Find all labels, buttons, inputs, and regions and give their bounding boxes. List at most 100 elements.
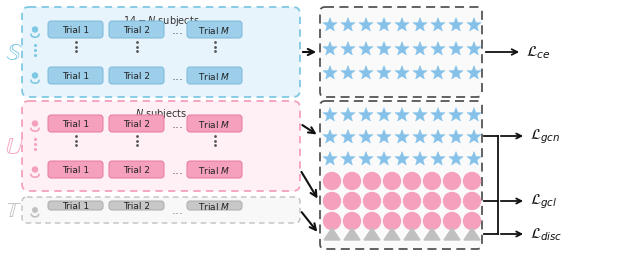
Polygon shape [359, 19, 373, 32]
Circle shape [403, 213, 420, 230]
Polygon shape [359, 152, 373, 165]
FancyBboxPatch shape [48, 201, 103, 210]
FancyBboxPatch shape [109, 201, 164, 210]
Polygon shape [413, 108, 427, 122]
Polygon shape [377, 130, 391, 144]
Polygon shape [467, 66, 481, 80]
Polygon shape [395, 108, 409, 122]
Polygon shape [449, 19, 463, 32]
Text: Trial 1: Trial 1 [62, 165, 89, 174]
Polygon shape [377, 19, 391, 32]
Polygon shape [467, 152, 481, 165]
Circle shape [364, 193, 381, 210]
Polygon shape [344, 228, 360, 240]
Text: Trial 2: Trial 2 [123, 165, 150, 174]
Polygon shape [341, 152, 355, 165]
Polygon shape [395, 152, 409, 165]
Polygon shape [404, 228, 420, 240]
FancyBboxPatch shape [187, 116, 242, 133]
Text: Trial 1: Trial 1 [62, 120, 89, 129]
Polygon shape [323, 108, 337, 122]
Polygon shape [341, 66, 355, 80]
Circle shape [344, 213, 360, 230]
Circle shape [323, 213, 340, 230]
Polygon shape [395, 42, 409, 56]
Text: Trial $M$: Trial $M$ [198, 119, 230, 130]
Circle shape [403, 173, 420, 190]
Polygon shape [413, 42, 427, 56]
Text: ...: ... [172, 204, 184, 217]
Text: $\mathcal{L}_{gcn}$: $\mathcal{L}_{gcn}$ [530, 127, 560, 146]
Text: Trial 1: Trial 1 [62, 201, 89, 210]
Polygon shape [377, 42, 391, 56]
Polygon shape [413, 66, 427, 80]
Polygon shape [341, 108, 355, 122]
Polygon shape [359, 108, 373, 122]
Text: $\mathcal{L}_{disc}$: $\mathcal{L}_{disc}$ [530, 226, 563, 242]
Text: ...: ... [172, 70, 184, 83]
Text: $\mathcal{L}_{gcl}$: $\mathcal{L}_{gcl}$ [530, 192, 557, 211]
Text: Trial 2: Trial 2 [123, 26, 150, 35]
Polygon shape [323, 42, 337, 56]
Circle shape [323, 193, 340, 210]
FancyBboxPatch shape [109, 68, 164, 85]
FancyBboxPatch shape [320, 102, 482, 249]
Circle shape [463, 193, 481, 210]
Polygon shape [431, 42, 445, 56]
Text: $\mathbb{S}$: $\mathbb{S}$ [5, 41, 23, 65]
Text: Trial $M$: Trial $M$ [198, 200, 230, 211]
FancyBboxPatch shape [48, 22, 103, 39]
Text: Trial 2: Trial 2 [123, 72, 150, 81]
Text: Trial 1: Trial 1 [62, 72, 89, 81]
Polygon shape [359, 66, 373, 80]
Polygon shape [324, 228, 340, 240]
Polygon shape [431, 130, 445, 144]
Polygon shape [467, 130, 481, 144]
Polygon shape [444, 228, 460, 240]
Text: $\mathcal{L}_{ce}$: $\mathcal{L}_{ce}$ [526, 44, 550, 61]
Circle shape [364, 173, 381, 190]
Text: Trial 2: Trial 2 [123, 201, 150, 210]
Circle shape [463, 213, 481, 230]
FancyBboxPatch shape [187, 22, 242, 39]
Polygon shape [359, 42, 373, 56]
Text: Trial 2: Trial 2 [123, 120, 150, 129]
Circle shape [344, 173, 360, 190]
Circle shape [383, 193, 401, 210]
Text: ...: ... [172, 163, 184, 176]
Circle shape [364, 213, 381, 230]
Text: Trial $M$: Trial $M$ [198, 164, 230, 175]
Polygon shape [395, 66, 409, 80]
Polygon shape [449, 152, 463, 165]
FancyBboxPatch shape [187, 68, 242, 85]
Circle shape [463, 173, 481, 190]
FancyBboxPatch shape [187, 201, 242, 210]
Circle shape [344, 193, 360, 210]
Polygon shape [323, 66, 337, 80]
FancyBboxPatch shape [22, 8, 300, 98]
Polygon shape [323, 19, 337, 32]
Polygon shape [384, 228, 400, 240]
Polygon shape [467, 42, 481, 56]
Circle shape [323, 173, 340, 190]
Polygon shape [431, 108, 445, 122]
Circle shape [33, 121, 38, 126]
Circle shape [403, 193, 420, 210]
FancyBboxPatch shape [22, 102, 300, 191]
Polygon shape [449, 66, 463, 80]
Polygon shape [341, 42, 355, 56]
Circle shape [424, 213, 440, 230]
FancyBboxPatch shape [109, 161, 164, 178]
Polygon shape [377, 152, 391, 165]
Polygon shape [359, 130, 373, 144]
Circle shape [33, 28, 38, 33]
Polygon shape [413, 19, 427, 32]
Text: $\mathbb{U}$: $\mathbb{U}$ [4, 134, 24, 158]
Circle shape [33, 74, 38, 79]
Polygon shape [467, 108, 481, 122]
Polygon shape [413, 130, 427, 144]
Circle shape [444, 213, 461, 230]
Polygon shape [449, 108, 463, 122]
Polygon shape [341, 19, 355, 32]
FancyBboxPatch shape [109, 22, 164, 39]
